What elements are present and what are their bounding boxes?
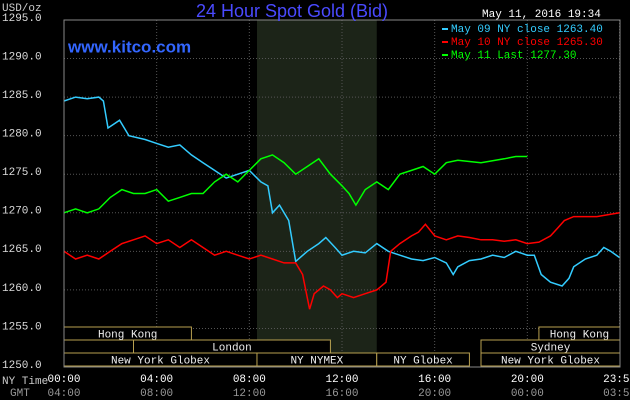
x2-tick-label: 20:00 <box>418 388 451 400</box>
x-tick-label: 04:00 <box>140 374 173 386</box>
x2-tick-label: 03:59 <box>603 388 630 400</box>
x-tick-label: 08:00 <box>233 374 266 386</box>
session-label: New York Globex <box>111 355 210 367</box>
series-line <box>63 96 620 287</box>
y-tick-label: 1285.0 <box>2 90 42 102</box>
session-shade <box>256 20 377 367</box>
y-tick-label: 1295.0 <box>2 13 42 25</box>
legend-label: May 11 Last 1277.30 <box>451 50 576 62</box>
watermark: www.kitco.com <box>67 37 191 56</box>
session-box <box>376 352 470 367</box>
series-line <box>63 212 620 310</box>
session-label: NY Globex <box>393 355 453 367</box>
chart-title: 24 Hour Spot Gold (Bid) <box>196 1 388 21</box>
y-axis-label: USD/oz <box>2 3 42 15</box>
y-tick-label: 1255.0 <box>2 321 42 333</box>
x-tick-label: 23:59 <box>603 374 630 386</box>
session-label: Hong Kong <box>98 329 157 341</box>
y-tick-label: 1290.0 <box>2 51 42 63</box>
y-tick-label: 1275.0 <box>2 167 42 179</box>
x-tick-label: 12:00 <box>325 374 358 386</box>
series-line <box>63 154 528 214</box>
x2-axis-label: GMT <box>10 388 30 400</box>
session-label: New York Globex <box>501 355 600 367</box>
x-tick-label: 16:00 <box>418 374 451 386</box>
x-tick-label: 20:00 <box>511 374 544 386</box>
y-tick-label: 1265.0 <box>2 244 42 256</box>
timestamp: May 11, 2016 19:34 <box>482 9 601 21</box>
plot-frame <box>63 19 621 368</box>
legend-label: May 09 NY close 1263.40 <box>451 24 603 36</box>
session-label: London <box>212 342 252 354</box>
x2-tick-label: 04:00 <box>47 388 80 400</box>
x2-tick-label: 08:00 <box>140 388 173 400</box>
y-tick-label: 1280.0 <box>2 129 42 141</box>
x2-tick-label: 00:00 <box>511 388 544 400</box>
legend-label: May 10 NY close 1265.30 <box>451 37 603 49</box>
session-label: Hong Kong <box>550 329 609 341</box>
y-tick-label: 1270.0 <box>2 206 42 218</box>
session-label: Sydney <box>531 342 571 354</box>
x2-tick-label: 12:00 <box>233 388 266 400</box>
y-tick-label: 1250.0 <box>2 360 42 372</box>
session-label: NY NYMEX <box>290 355 343 367</box>
x-tick-label: 00:00 <box>47 374 80 386</box>
x-axis-label: NY Time <box>2 376 48 388</box>
x2-tick-label: 16:00 <box>325 388 358 400</box>
y-tick-label: 1260.0 <box>2 283 42 295</box>
